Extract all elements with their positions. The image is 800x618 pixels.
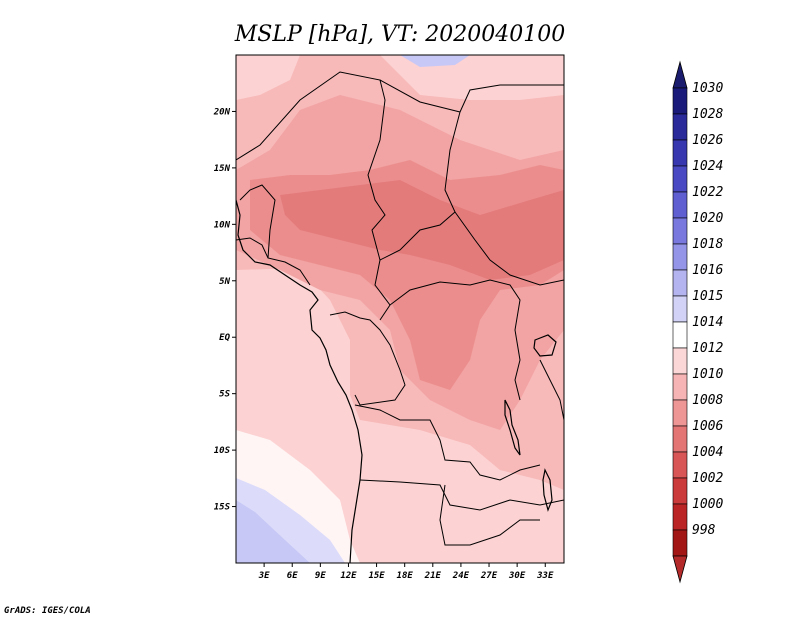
lake-tanganyika [504,399,521,456]
colorbar-swatch [672,269,688,297]
lat-tick-label: 5S [219,390,230,400]
lon-tick-label: 21E [424,571,442,581]
colorbar-swatch [672,139,688,167]
lon-tick-label: 30E [508,571,526,581]
colorbar-label: 1018 [692,237,723,252]
lat-tick-label: 10S [214,446,231,456]
colorbar-label: 1008 [692,393,723,408]
colorbar-label: 1014 [692,315,723,330]
colorbar-swatch [672,399,688,427]
colorbar-swatch [672,217,688,245]
country-border [354,404,541,481]
colorbar-swatch [672,87,688,115]
lake-malawi [542,468,553,512]
lat-tick-label: 10N [214,220,231,230]
colorbar-top-arrow [672,60,688,89]
colorbar-swatch [672,243,688,271]
lon-tick-label: 9E [315,571,326,581]
lon-tick-label: 24E [452,571,470,581]
colorbar-label: 1024 [692,159,723,174]
country-border [236,71,391,321]
lat-tick-label: 15S [214,503,231,513]
lon-tick-label: 27E [480,571,498,581]
colorbar-swatch [672,425,688,453]
colorbar-swatch [672,477,688,505]
colorbar-swatch [672,373,688,401]
colorbar-label: 1000 [692,497,723,512]
colorbar-swatch [672,295,688,323]
country-border [439,484,540,546]
pressure-fill-1012-north [236,55,300,100]
country-border [539,359,564,421]
colorbar-label: 1002 [692,471,723,486]
lon-tick-label: 12E [340,571,357,581]
colorbar-swatch [672,347,688,375]
colorbar-label: 1012 [692,341,723,356]
lon-tick-label: 15E [368,571,385,581]
lon-tick-label: 3E [258,571,270,581]
colorbar-label: 1006 [692,419,723,434]
country-border [389,279,521,401]
country-border [239,184,276,259]
lon-tick-label: 18E [397,571,414,581]
lake-victoria [533,334,557,357]
colorbar-label: 1020 [692,211,723,226]
colorbar-label: 1010 [692,367,723,382]
colorbar-swatch [672,113,688,141]
colorbar-swatch [672,529,688,557]
country-border [459,84,564,113]
colorbar-label: 1022 [692,185,723,200]
colorbar: 1030 1028 1026 1024 1022 1020 1018 1016 1015 1014… [672,60,723,584]
credit-text: GrADS: IGES/COLA [4,606,91,616]
coastline [236,199,363,563]
lat-tick-label: 15N [214,164,231,174]
lat-tick-label: EQ [219,333,230,343]
colorbar-swatch [672,191,688,219]
map-frame [235,54,565,564]
colorbar-label: 1015 [692,289,723,304]
pressure-map: 3E 6E 9E 12E 15E 18E 21E 24E 27E 30E 33E 20N 15N 10N 5… [213,54,565,581]
colorbar-label: 998 [692,523,716,538]
colorbar-swatch [672,321,688,349]
lon-tick-label: 6E [287,571,298,581]
country-border [329,311,406,406]
country-border [379,79,461,261]
country-border [454,211,564,286]
colorbar-label: 1028 [692,107,723,122]
colorbar-bottom-arrow [672,555,688,584]
colorbar-swatch [672,165,688,193]
lat-tick-label: 5N [219,277,230,287]
colorbar-label: 1030 [692,81,723,96]
colorbar-swatch [672,503,688,531]
colorbar-label: 1004 [692,445,723,460]
colorbar-label: 1026 [692,133,723,148]
axis-ticks: 3E 6E 9E 12E 15E 18E 21E 24E 27E 30E 33E 20N 15N 10N 5… [213,107,554,581]
pressure-fill-1016-north [400,55,470,67]
map-title: MSLP [hPa], VT: 2020040100 [234,22,565,47]
country-border [359,479,564,511]
lon-tick-label: 33E [536,571,554,581]
colorbar-swatch [672,451,688,479]
lat-tick-label: 20N [213,107,231,117]
pressure-fill-1016 [236,500,310,563]
colorbar-label: 1016 [692,263,723,278]
